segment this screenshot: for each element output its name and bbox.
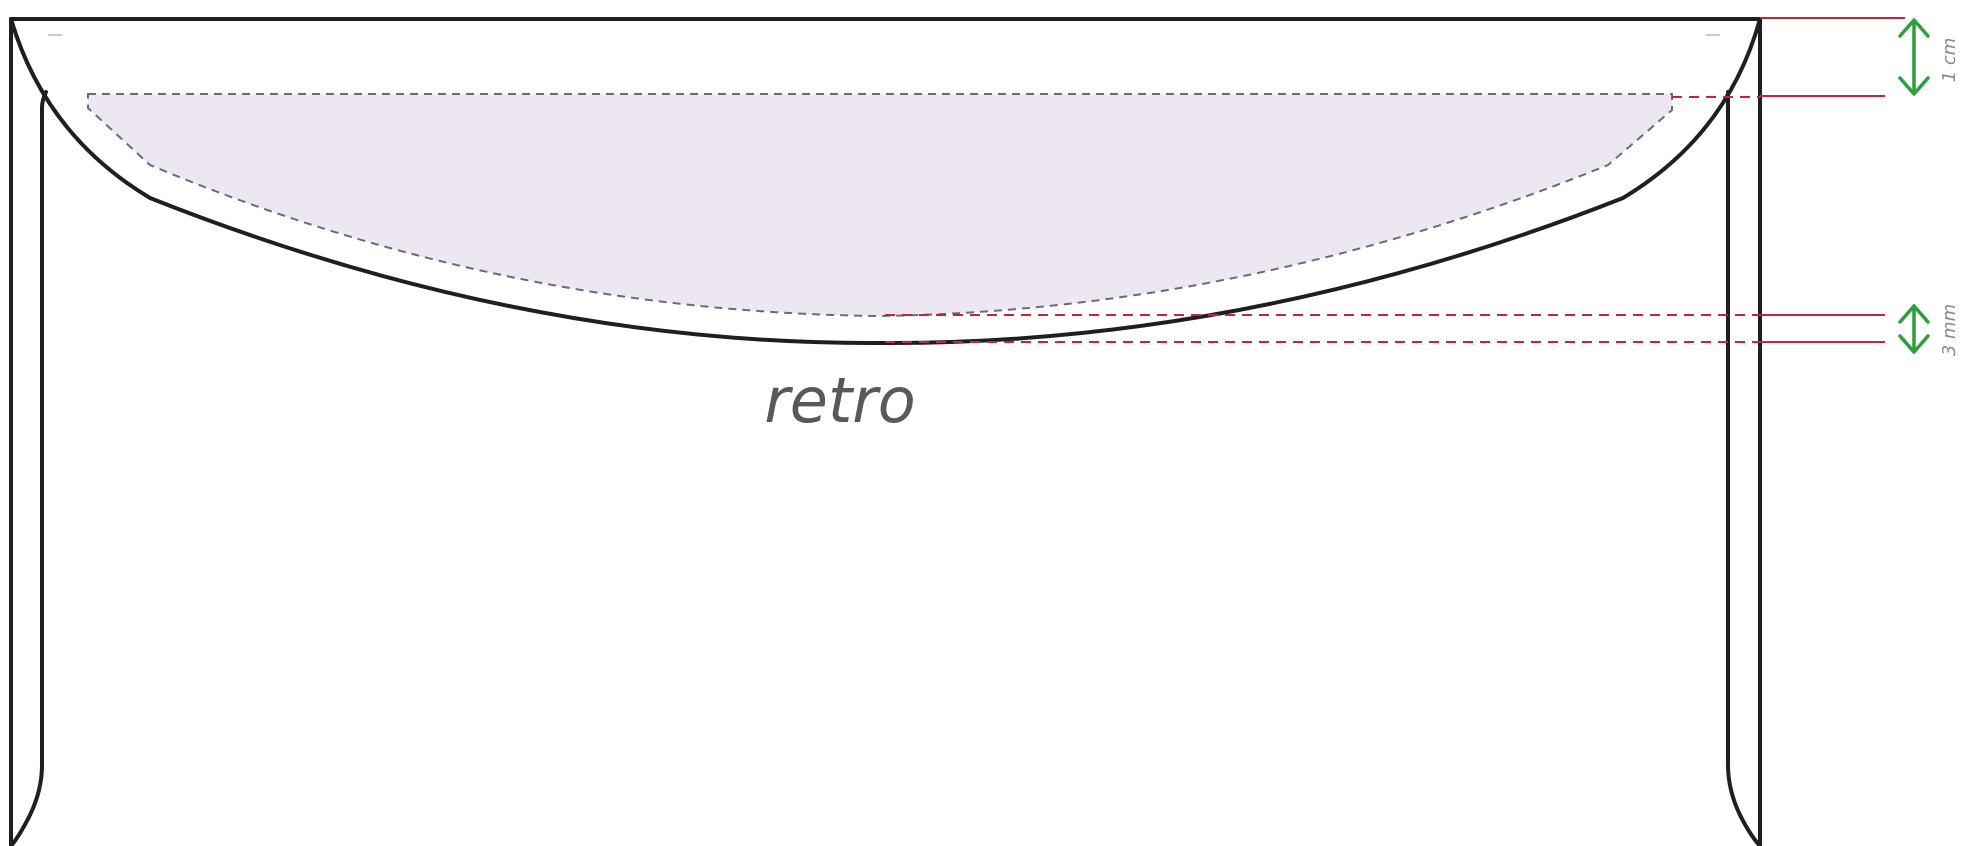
glue-area bbox=[88, 94, 1672, 316]
envelope-label: retro bbox=[764, 364, 916, 437]
measurement-label-1cm: 1 cm bbox=[1939, 38, 1960, 83]
dimension-arrow-3mm bbox=[1898, 304, 1930, 354]
envelope-right-side-flap bbox=[1726, 90, 1762, 846]
glue-area-edge bbox=[87, 93, 1673, 318]
envelope-left-side-flap bbox=[9, 90, 48, 846]
dimension-arrow-1cm bbox=[1898, 18, 1930, 96]
measurement-label-3mm: 3 mm bbox=[1939, 304, 1960, 356]
envelope-flap bbox=[9, 17, 1762, 346]
